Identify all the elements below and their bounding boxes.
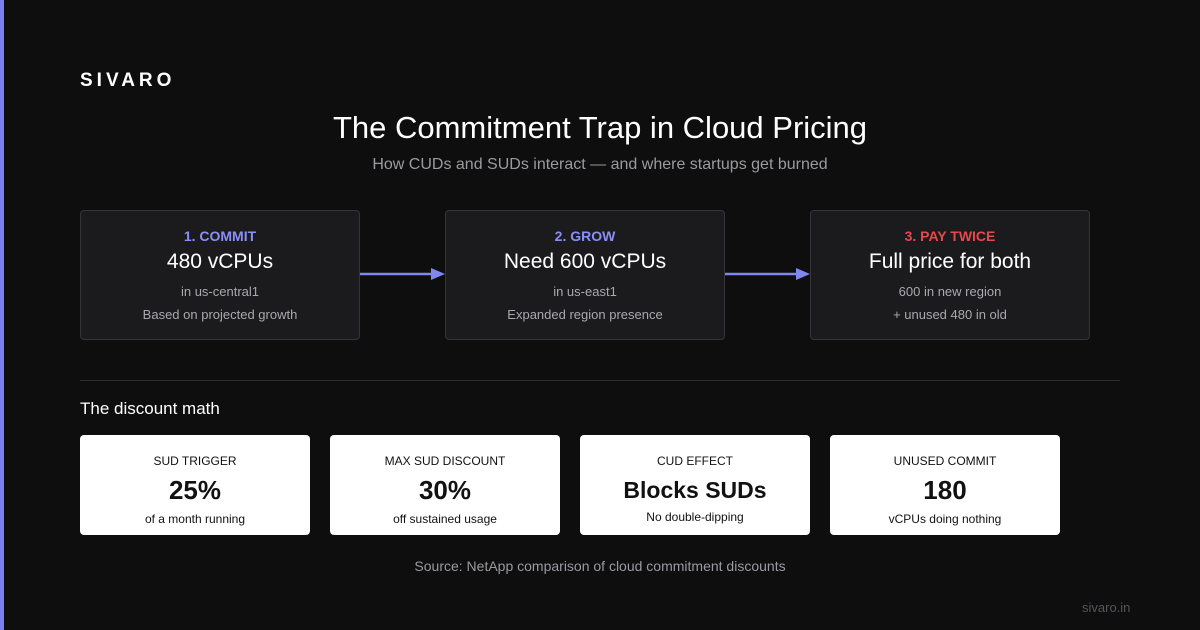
brand: SIVARO [80, 70, 176, 91]
stat-label: CUD EFFECT [657, 454, 733, 468]
stat-card: SUD TRIGGER 25% of a month running [80, 435, 310, 535]
stat-value: Blocks SUDs [623, 477, 767, 503]
step-label: 2. GROW [554, 228, 616, 244]
step-label: 3. PAY TWICE [904, 228, 996, 244]
stat-label: MAX SUD DISCOUNT [384, 454, 506, 468]
step-headline: Full price for both [868, 250, 1032, 273]
stat-note: of a month running [144, 512, 246, 526]
stat-note: off sustained usage [393, 512, 497, 526]
stat-label: SUD TRIGGER [153, 454, 237, 468]
step-card: 3. PAY TWICE Full price for both 600 in … [810, 210, 1090, 340]
step-card: 1. COMMIT 480 vCPUs in us-central1 Based… [80, 210, 360, 340]
stat-value: 30% [418, 475, 472, 505]
step-headline: 480 vCPUs [166, 250, 274, 273]
stat-note: vCPUs doing nothing [888, 512, 1002, 526]
stat-card: MAX SUD DISCOUNT 30% off sustained usage [330, 435, 560, 535]
step-label: 1. COMMIT [183, 228, 257, 244]
arrow [725, 268, 810, 280]
stat-card: UNUSED COMMIT 180 vCPUs doing nothing [830, 435, 1060, 535]
stat-card: CUD EFFECT Blocks SUDs No double-dipping [580, 435, 810, 535]
step-headline: Need 600 vCPUs [503, 250, 667, 273]
stat-value: 180 [923, 475, 967, 505]
title: The Commitment Trap in Cloud Pricing [332, 110, 868, 145]
step-card: 2. GROW Need 600 vCPUs in us-east1 Expan… [445, 210, 725, 340]
divider [80, 380, 1120, 381]
section-title: The discount math [80, 399, 220, 418]
stat-label: UNUSED COMMIT [893, 454, 997, 468]
step-line: 600 in new region [898, 284, 1002, 299]
step-line: in us-central1 [180, 284, 260, 299]
stat-value: 25% [168, 475, 222, 505]
footer-link: sivaro.in [1082, 600, 1131, 615]
step-line: + unused 480 in old [893, 307, 1007, 322]
stat-note: No double-dipping [646, 510, 744, 524]
arrow [360, 268, 445, 280]
source: Source: NetApp comparison of cloud commi… [414, 558, 786, 574]
subtitle: How CUDs and SUDs interact — and where s… [372, 156, 828, 173]
step-line: Expanded region presence [507, 307, 663, 322]
step-line: in us-east1 [553, 284, 617, 299]
accent-bar [0, 0, 4, 630]
step-line: Based on projected growth [142, 307, 298, 322]
